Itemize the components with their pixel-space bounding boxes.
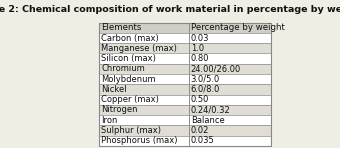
Text: Iron: Iron bbox=[101, 116, 117, 125]
Text: Molybdenum: Molybdenum bbox=[101, 75, 156, 84]
Bar bbox=[189, 115, 271, 125]
Bar bbox=[189, 95, 271, 105]
Bar bbox=[99, 84, 189, 95]
Bar bbox=[99, 95, 189, 105]
Bar bbox=[189, 33, 271, 43]
Text: 0.035: 0.035 bbox=[191, 136, 215, 145]
Bar bbox=[99, 115, 189, 125]
Text: Table 2: Chemical composition of work material in percentage by weight: Table 2: Chemical composition of work ma… bbox=[0, 5, 340, 14]
Bar bbox=[189, 136, 271, 146]
Text: 1.0: 1.0 bbox=[191, 44, 204, 53]
Bar bbox=[99, 43, 189, 53]
Text: 6.0/8.0: 6.0/8.0 bbox=[191, 85, 220, 94]
Bar bbox=[189, 84, 271, 95]
Bar bbox=[189, 74, 271, 84]
Bar bbox=[99, 125, 189, 136]
Text: Percentage by weight: Percentage by weight bbox=[191, 23, 285, 32]
Bar bbox=[189, 23, 271, 33]
Bar bbox=[99, 64, 189, 74]
Bar bbox=[189, 125, 271, 136]
Text: Phosphorus (max): Phosphorus (max) bbox=[101, 136, 177, 145]
Bar bbox=[99, 43, 189, 53]
Bar bbox=[99, 74, 189, 84]
Text: 24.00/26.00: 24.00/26.00 bbox=[191, 64, 241, 73]
Bar bbox=[189, 23, 271, 33]
Bar bbox=[99, 136, 189, 146]
Bar bbox=[189, 115, 271, 125]
Bar bbox=[99, 53, 189, 64]
Bar bbox=[189, 105, 271, 115]
Bar bbox=[99, 53, 189, 64]
Bar bbox=[189, 125, 271, 136]
Text: Chromium: Chromium bbox=[101, 64, 145, 73]
Bar bbox=[189, 105, 271, 115]
Bar bbox=[99, 23, 271, 146]
Text: Sulphur (max): Sulphur (max) bbox=[101, 126, 161, 135]
Bar bbox=[99, 74, 189, 84]
Bar bbox=[99, 23, 189, 33]
Text: 0.24/0.32: 0.24/0.32 bbox=[191, 105, 231, 114]
Bar bbox=[189, 74, 271, 84]
Bar bbox=[99, 95, 189, 105]
Bar bbox=[189, 43, 271, 53]
Text: Nickel: Nickel bbox=[101, 85, 126, 94]
Bar bbox=[189, 95, 271, 105]
Text: 3.0/5.0: 3.0/5.0 bbox=[191, 75, 220, 84]
Text: Nitrogen: Nitrogen bbox=[101, 105, 137, 114]
Bar bbox=[189, 84, 271, 95]
Bar bbox=[189, 53, 271, 64]
Text: Manganese (max): Manganese (max) bbox=[101, 44, 177, 53]
Bar bbox=[189, 136, 271, 146]
Bar bbox=[99, 84, 189, 95]
Bar bbox=[189, 33, 271, 43]
Text: 0.02: 0.02 bbox=[191, 126, 209, 135]
Text: Carbon (max): Carbon (max) bbox=[101, 34, 159, 43]
Text: Copper (max): Copper (max) bbox=[101, 95, 159, 104]
Text: 0.50: 0.50 bbox=[191, 95, 209, 104]
Bar bbox=[99, 33, 189, 43]
Bar bbox=[99, 125, 189, 136]
Bar bbox=[99, 115, 189, 125]
Bar bbox=[189, 43, 271, 53]
Text: 0.03: 0.03 bbox=[191, 34, 209, 43]
Text: Balance: Balance bbox=[191, 116, 224, 125]
Bar bbox=[99, 105, 189, 115]
Text: 0.80: 0.80 bbox=[191, 54, 209, 63]
Bar bbox=[189, 64, 271, 74]
Bar bbox=[99, 33, 189, 43]
Bar bbox=[99, 105, 189, 115]
Bar bbox=[99, 136, 189, 146]
Bar bbox=[99, 23, 189, 33]
Bar bbox=[99, 64, 189, 74]
Text: Silicon (max): Silicon (max) bbox=[101, 54, 156, 63]
Bar bbox=[189, 64, 271, 74]
Text: Elements: Elements bbox=[101, 23, 141, 32]
Bar bbox=[189, 53, 271, 64]
